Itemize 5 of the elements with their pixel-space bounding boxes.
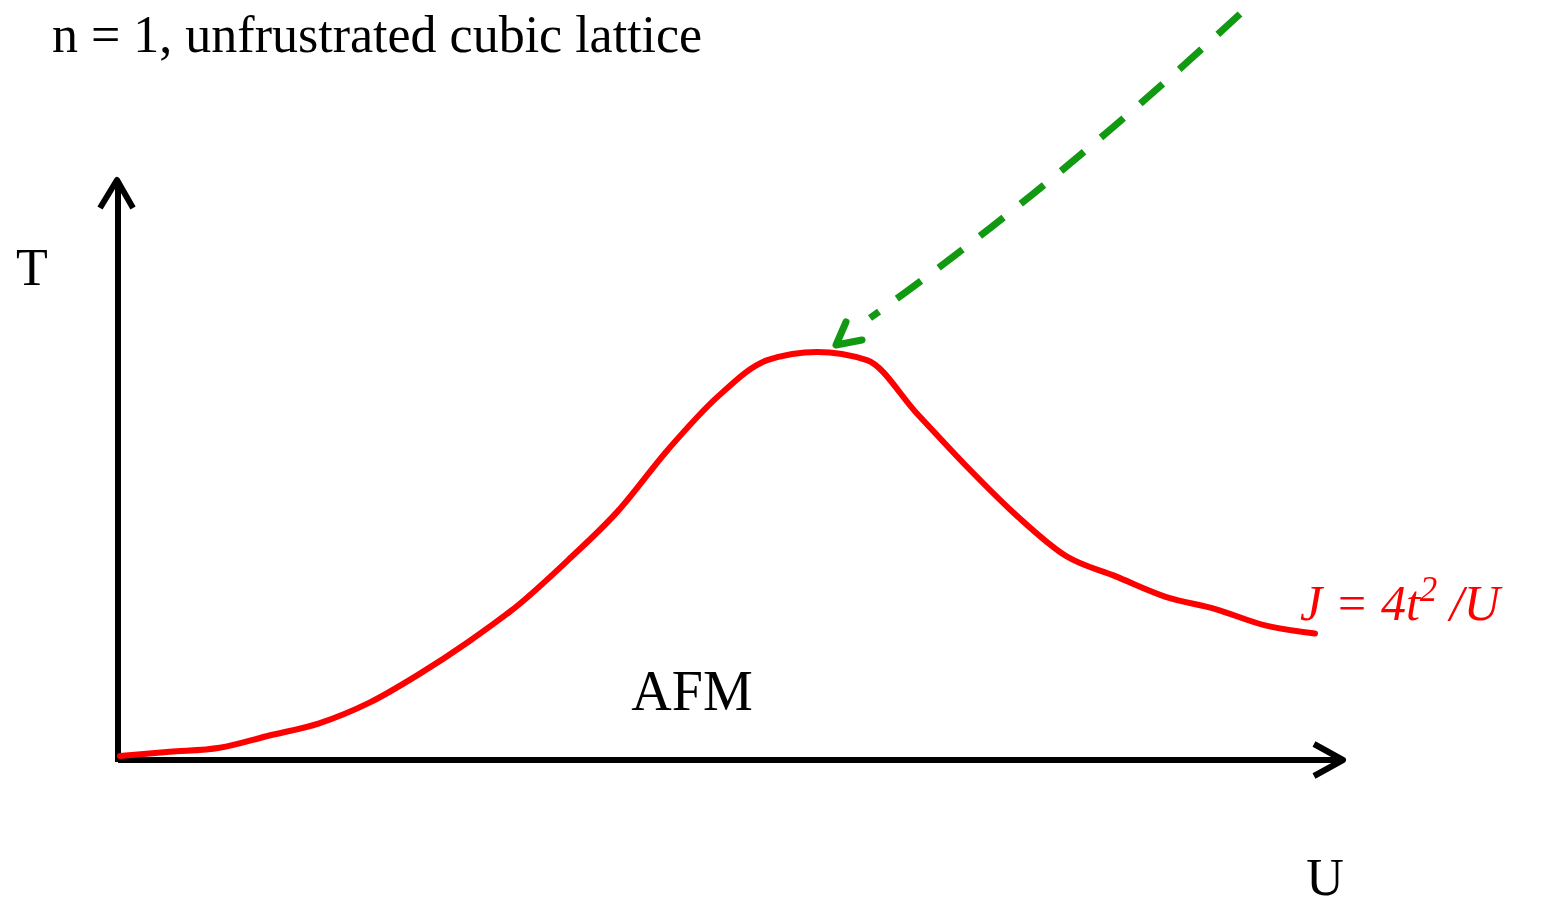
annotation: AFM xyxy=(631,660,753,722)
x-axis-title: U xyxy=(1306,849,1344,902)
chart-title: n = 1, unfrustrated cubic lattice xyxy=(52,6,703,63)
series-label: J = 4t$^{2}$ /U xyxy=(1300,569,1503,631)
y-axis-title: T xyxy=(16,239,48,296)
